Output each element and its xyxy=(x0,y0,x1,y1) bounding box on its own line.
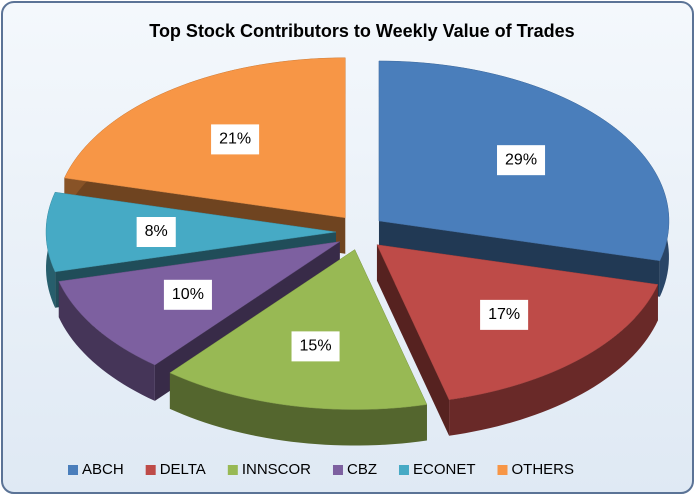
legend-label: CBZ xyxy=(347,461,377,478)
legend-swatch xyxy=(227,465,238,475)
chart-title: Top Stock Contributors to Weekly Value o… xyxy=(149,21,574,41)
legend: ABCH DELTA INNSCOR CBZ ECONET OTHERS xyxy=(68,461,574,478)
legend-label: DELTA xyxy=(160,461,206,478)
legend-label: ECONET xyxy=(413,461,476,478)
pie: 29% 17% 15% 10% 8% 21% xyxy=(45,57,670,446)
slice-side xyxy=(169,372,427,446)
pie-slice xyxy=(169,249,428,446)
legend-label: OTHERS xyxy=(512,461,575,478)
slice-label-box xyxy=(291,331,340,362)
legend-swatch xyxy=(332,465,343,475)
slice-label-box xyxy=(480,299,529,330)
slice-label: 8% xyxy=(145,223,168,240)
slice-label: 15% xyxy=(300,338,332,355)
slice-label: 29% xyxy=(505,151,537,168)
legend-swatch xyxy=(145,465,156,475)
slice-label-box xyxy=(211,124,260,155)
slice-side xyxy=(58,281,155,401)
slice-label: 21% xyxy=(219,131,251,148)
legend-label: ABCH xyxy=(82,461,124,478)
slice-label: 17% xyxy=(488,306,520,323)
slice-side xyxy=(449,284,658,436)
legend-swatch xyxy=(497,465,508,475)
legend-swatch xyxy=(398,465,409,475)
legend-swatch xyxy=(68,465,78,475)
slice-top xyxy=(169,249,428,410)
slice-top xyxy=(45,191,337,273)
slice-label: 10% xyxy=(172,286,204,303)
slice-label-box xyxy=(136,217,176,247)
slice-top xyxy=(64,57,346,219)
legend-label: INNSCOR xyxy=(242,461,311,478)
slice-label-box xyxy=(163,279,212,310)
slice-label-box xyxy=(497,145,546,176)
slice-wall xyxy=(376,244,450,436)
